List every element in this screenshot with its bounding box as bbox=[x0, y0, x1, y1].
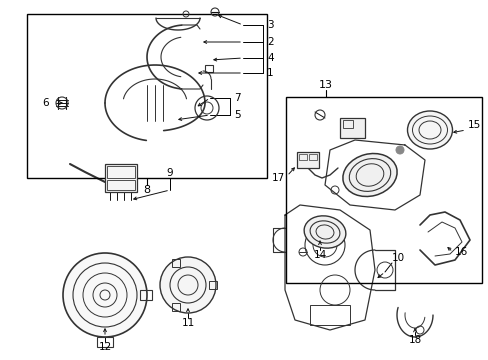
Text: 9: 9 bbox=[166, 168, 173, 178]
Text: 3: 3 bbox=[266, 20, 273, 30]
Text: 16: 16 bbox=[454, 247, 468, 257]
Text: 13: 13 bbox=[318, 80, 332, 90]
Text: 11: 11 bbox=[181, 318, 194, 328]
Bar bbox=[105, 164, 137, 192]
Bar bbox=[27, 14, 266, 178]
Bar bbox=[171, 303, 179, 311]
Text: 10: 10 bbox=[391, 253, 404, 263]
Bar bbox=[208, 281, 217, 289]
Bar bbox=[339, 118, 364, 138]
Text: 18: 18 bbox=[407, 335, 421, 345]
Text: 4: 4 bbox=[266, 53, 273, 63]
Text: 7: 7 bbox=[234, 93, 240, 103]
Bar bbox=[171, 259, 179, 267]
Text: 5: 5 bbox=[234, 110, 240, 120]
Ellipse shape bbox=[304, 216, 345, 248]
Bar bbox=[296, 152, 318, 168]
Ellipse shape bbox=[407, 111, 451, 149]
Bar bbox=[342, 120, 352, 128]
Ellipse shape bbox=[342, 153, 396, 197]
Text: 1: 1 bbox=[266, 68, 273, 78]
Text: 12: 12 bbox=[98, 342, 111, 352]
Bar bbox=[140, 290, 152, 300]
Text: 15: 15 bbox=[467, 120, 480, 130]
Bar bbox=[107, 180, 135, 190]
Circle shape bbox=[160, 257, 216, 313]
Bar bbox=[97, 337, 113, 347]
Text: 8: 8 bbox=[143, 185, 150, 195]
Bar bbox=[107, 166, 135, 178]
Circle shape bbox=[395, 146, 403, 154]
Bar bbox=[204, 65, 213, 72]
Text: 6: 6 bbox=[42, 98, 48, 108]
Bar bbox=[308, 154, 316, 160]
Circle shape bbox=[63, 253, 147, 337]
Bar bbox=[298, 154, 306, 160]
Bar bbox=[309, 305, 349, 325]
Text: 17: 17 bbox=[271, 173, 285, 183]
Text: 2: 2 bbox=[266, 37, 273, 47]
Bar bbox=[285, 97, 481, 283]
Text: 14: 14 bbox=[313, 250, 326, 260]
